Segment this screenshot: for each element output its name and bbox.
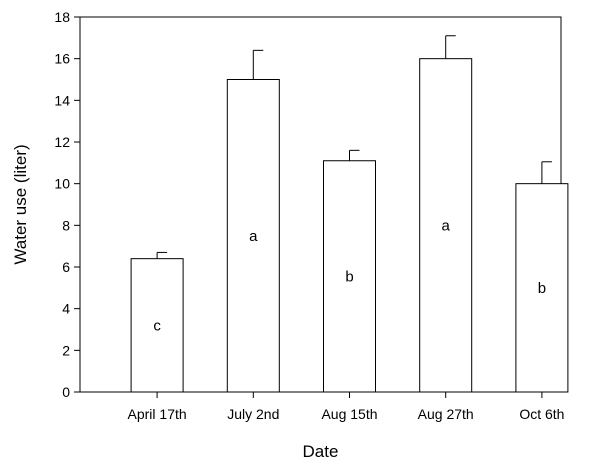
y-tick-label: 6 xyxy=(62,259,70,275)
x-axis-title: Date xyxy=(303,442,339,461)
x-tick-label: April 17th xyxy=(128,406,187,422)
group-letter: b xyxy=(538,280,546,297)
y-axis-title: Water use (liter) xyxy=(11,144,30,264)
bar xyxy=(419,58,473,393)
bar xyxy=(323,160,376,393)
y-tick-label: 8 xyxy=(62,217,70,233)
bar xyxy=(226,79,280,393)
labels: 0 2 4 6 8 10 12 14 16 18 c April 17th a July 2nd b Aug … xyxy=(54,9,564,422)
group-letter: a xyxy=(442,217,451,234)
group-letter: b xyxy=(345,268,353,285)
x-tick-label: Aug 27th xyxy=(418,406,474,422)
group-letter: a xyxy=(249,228,258,245)
x-tick-label: July 2nd xyxy=(227,406,279,422)
x-tick-label: Oct 6th xyxy=(519,406,564,422)
y-tick-label: 18 xyxy=(54,9,70,25)
y-tick-label: 0 xyxy=(62,384,70,400)
y-tick-label: 10 xyxy=(54,176,70,192)
group-letter: c xyxy=(153,317,161,334)
y-tick-label: 14 xyxy=(54,92,70,108)
bar xyxy=(515,183,569,393)
x-tick-label: Aug 15th xyxy=(321,406,377,422)
bars xyxy=(130,35,569,393)
y-tick-label: 16 xyxy=(54,51,70,67)
y-tick-label: 2 xyxy=(62,342,70,358)
y-tick-label: 4 xyxy=(62,301,70,317)
y-tick-label: 12 xyxy=(54,134,70,150)
